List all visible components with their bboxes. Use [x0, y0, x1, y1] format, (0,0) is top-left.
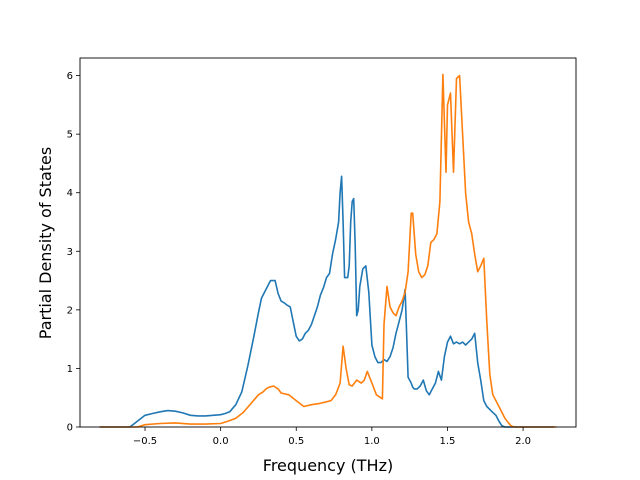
x-tick-label: 0.5 — [288, 436, 304, 447]
series-layer — [99, 73, 557, 428]
y-axis: 0 1 2 3 4 5 6 — [67, 71, 80, 434]
y-tick-label: 1 — [67, 364, 73, 375]
y-tick-label: 6 — [67, 71, 73, 82]
x-axis: −0.5 0.0 0.5 1.0 1.5 2.0 — [133, 427, 531, 447]
x-tick-label: 2.0 — [515, 436, 531, 447]
y-tick-label: 4 — [67, 188, 73, 199]
x-tick-label: 0.0 — [213, 436, 229, 447]
y-axis-label: Partial Density of States — [36, 147, 55, 339]
series-line-1 — [99, 175, 554, 428]
x-axis-label: Frequency (THz) — [263, 456, 393, 475]
y-tick-label: 5 — [67, 130, 73, 141]
y-tick-label: 0 — [67, 423, 73, 434]
plot-frame — [79, 57, 577, 428]
y-tick-label: 3 — [67, 247, 73, 258]
x-tick-label: −0.5 — [133, 436, 157, 447]
x-tick-label: 1.0 — [364, 436, 380, 447]
y-tick-label: 2 — [67, 305, 73, 316]
x-tick-label: 1.5 — [440, 436, 456, 447]
series-line-2 — [99, 73, 557, 428]
